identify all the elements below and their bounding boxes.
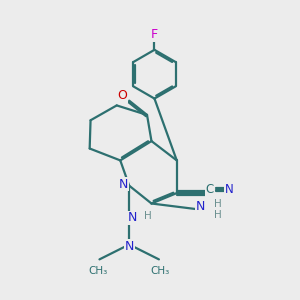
Text: N: N xyxy=(196,200,205,213)
Text: CH₃: CH₃ xyxy=(151,266,170,276)
Text: CH₃: CH₃ xyxy=(88,266,108,276)
Text: N: N xyxy=(128,211,137,224)
Text: N: N xyxy=(124,239,134,253)
Text: H: H xyxy=(214,210,222,220)
Text: O: O xyxy=(118,89,128,102)
Text: H: H xyxy=(144,211,152,221)
Text: N: N xyxy=(119,178,128,191)
Text: H: H xyxy=(214,199,222,209)
Text: F: F xyxy=(151,28,158,41)
Text: C: C xyxy=(205,183,214,196)
Text: N: N xyxy=(224,183,233,196)
